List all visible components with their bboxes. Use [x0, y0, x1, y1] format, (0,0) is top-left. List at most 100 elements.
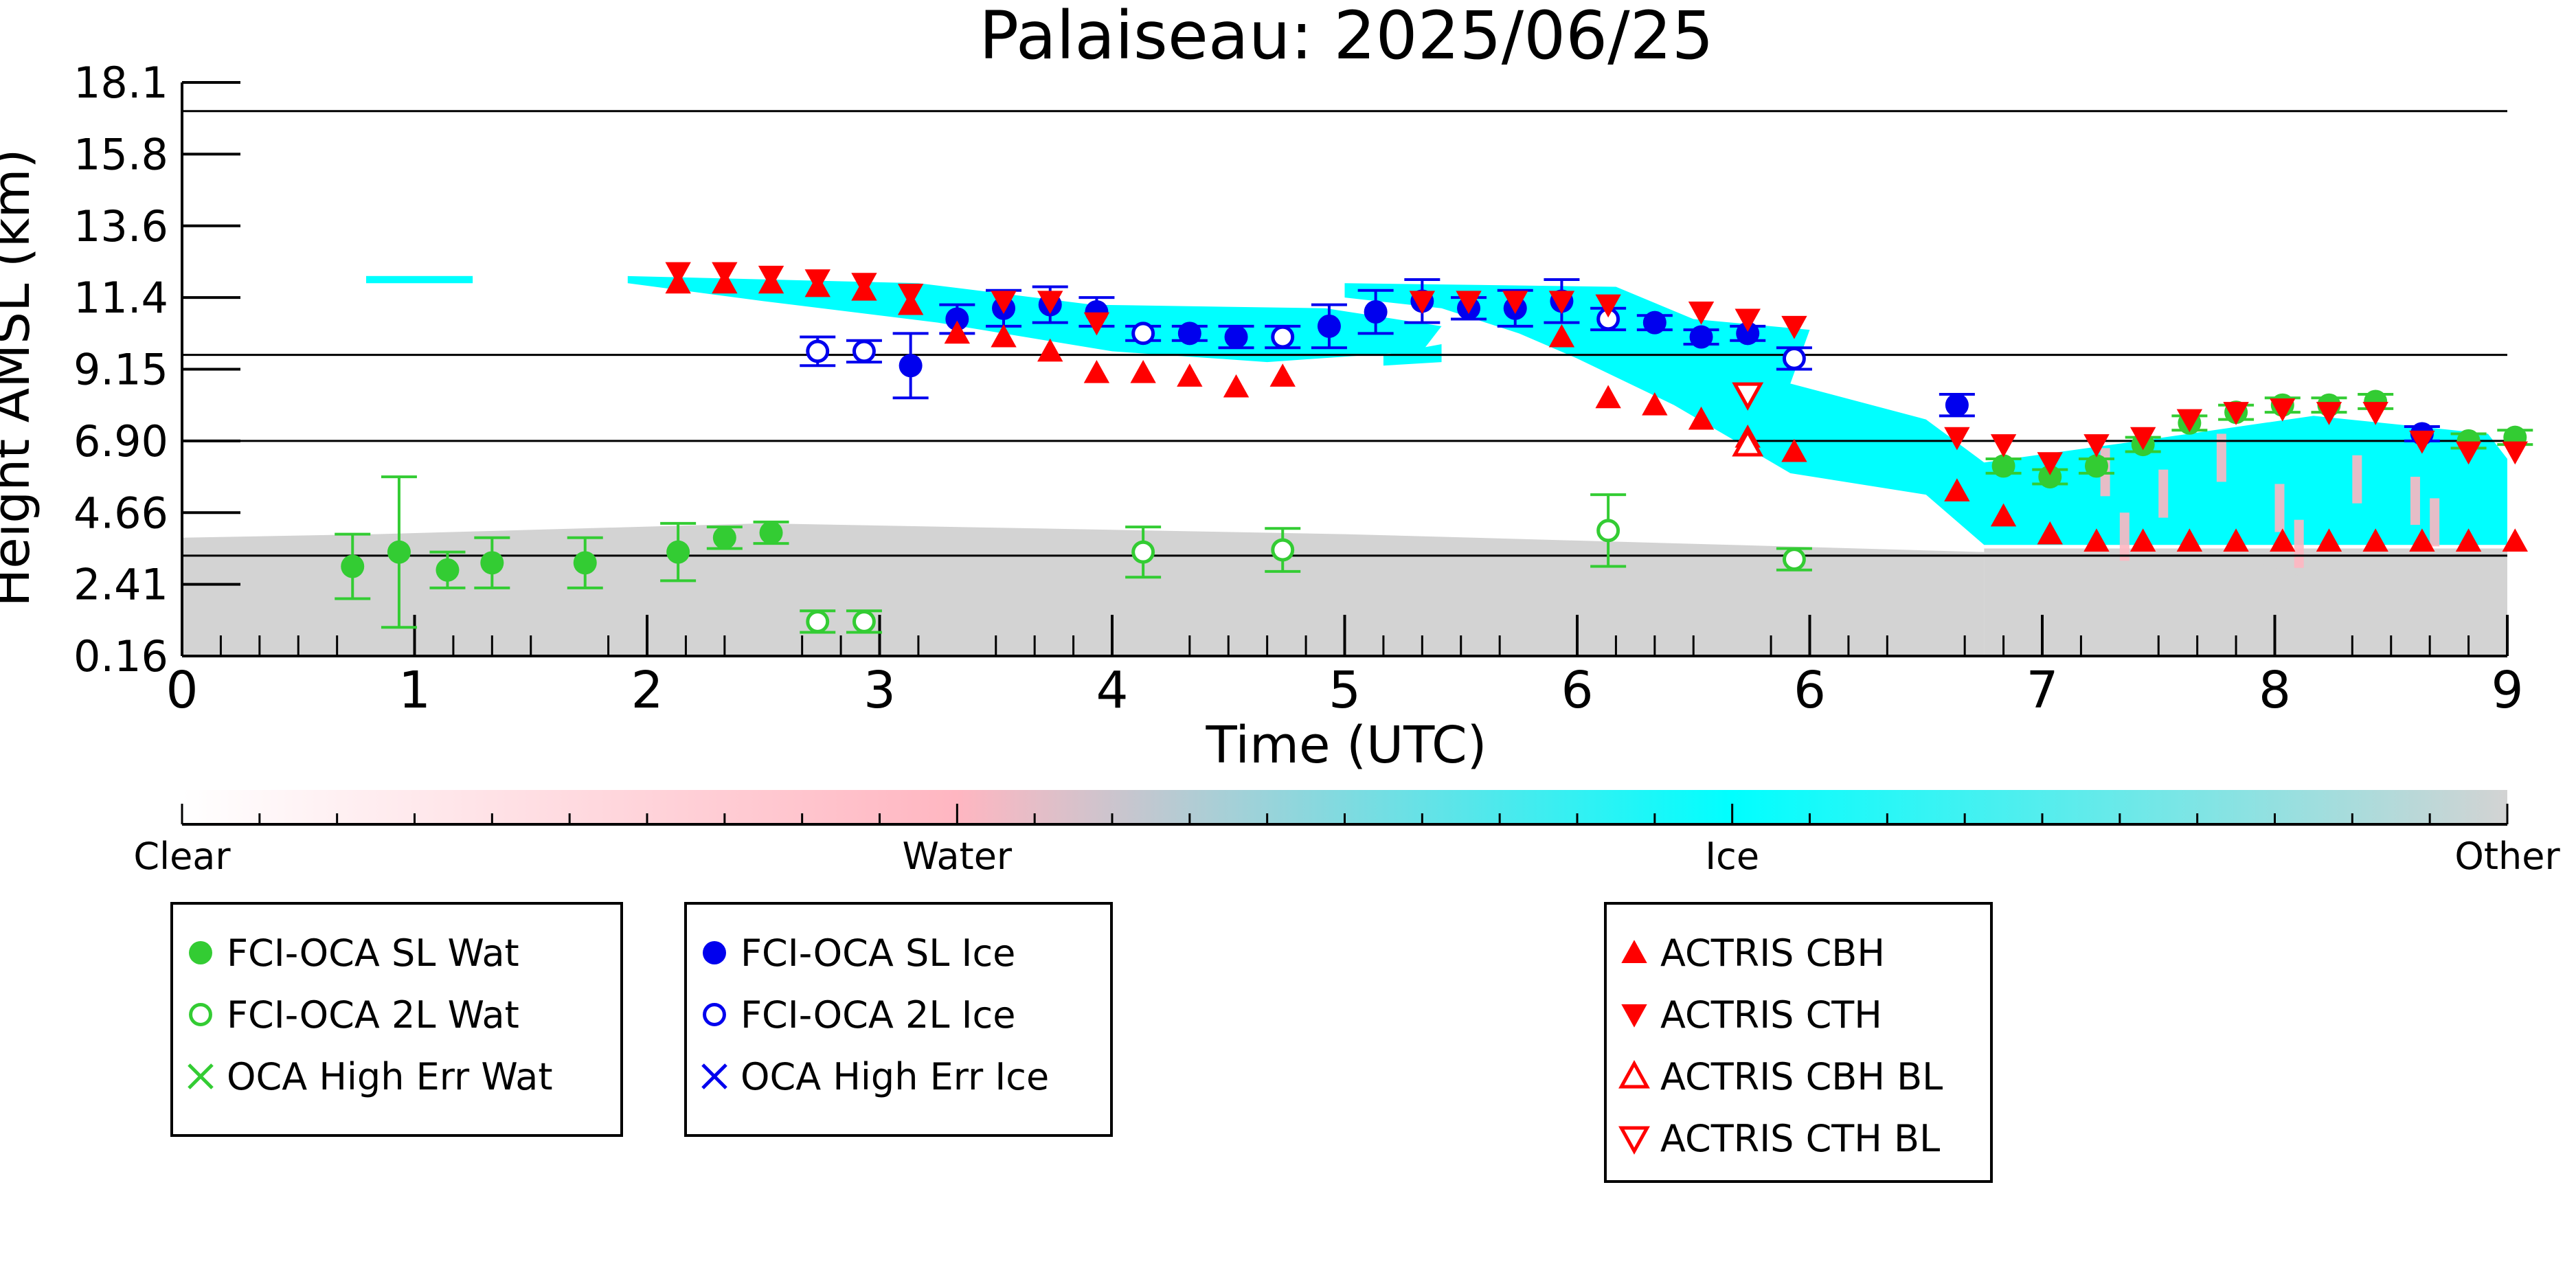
data-point: [1736, 321, 1760, 346]
other-region-band: [182, 523, 1985, 556]
data-point: [1732, 428, 1764, 457]
data-point: [806, 339, 830, 363]
data-point: [2129, 427, 2156, 451]
data-point: [2409, 430, 2435, 454]
data-point: [1945, 393, 1969, 417]
data-point: [1991, 454, 2015, 478]
reference-lines: [182, 110, 2507, 557]
data-point: [2083, 434, 2110, 457]
y-tick-label: 0.16: [74, 631, 168, 681]
data-point: [1688, 406, 1715, 430]
data-point: [899, 354, 923, 378]
data-point: [852, 339, 876, 363]
legend-label: FCI-OCA SL Ice: [741, 931, 1015, 975]
x-axis-title: Time (UTC): [1205, 716, 1487, 775]
data-point: [2129, 528, 2156, 552]
data-point: [1732, 382, 1764, 411]
legend-marker: [1621, 1004, 1647, 1028]
data-point: [1271, 538, 1295, 562]
data-point: [1990, 503, 2017, 527]
series-actris-cth: [665, 262, 2528, 475]
water-streak-4: [2274, 484, 2285, 532]
data-point: [2362, 402, 2388, 425]
data-point: [341, 554, 365, 578]
ice-region-thin: [365, 275, 473, 284]
data-point: [1990, 434, 2017, 457]
data-point: [2270, 528, 2296, 552]
legend-box-1: FCI-OCA SL Wat FCI-OCA 2L Wat OCA High Err…: [170, 902, 623, 1137]
y-tick-label: 18.1: [74, 58, 168, 108]
y-tick-label: 11.4: [74, 273, 168, 323]
series-markers: [335, 262, 2533, 634]
y-tick-label: 15.8: [74, 129, 168, 179]
data-point: [1456, 291, 1482, 315]
data-point: [2409, 528, 2435, 552]
data-point: [1781, 315, 1807, 339]
y-tick-label: 2.41: [74, 560, 168, 610]
data-point: [804, 269, 831, 293]
data-point: [1596, 519, 1620, 543]
series-fci-oca-2l-ice: [800, 306, 1812, 371]
water-streak-7: [2119, 512, 2129, 561]
data-point: [1944, 478, 1970, 501]
data-point: [759, 521, 783, 545]
colorbar: Clear Water Ice Other: [133, 790, 2560, 878]
legend-label: FCI-OCA SL Wat: [227, 931, 519, 975]
data-point: [945, 307, 969, 331]
legend-label: FCI-OCA 2L Wat: [227, 993, 519, 1037]
data-point: [2223, 402, 2249, 425]
data-point: [1735, 308, 1761, 332]
water-streak-6: [2430, 498, 2440, 547]
data-point: [2038, 465, 2062, 489]
data-point: [1223, 374, 1250, 398]
data-point: [1944, 427, 1970, 451]
data-point: [2223, 528, 2249, 552]
data-point: [1037, 291, 1063, 315]
legend-label: OCA High Err Ice: [741, 1055, 1049, 1098]
data-point: [1409, 291, 1436, 315]
water-streak-9: [2410, 477, 2420, 526]
other-region-right: [1984, 548, 2507, 656]
data-point: [991, 291, 1017, 315]
legend-marker: [703, 1003, 726, 1026]
data-point: [2455, 528, 2482, 552]
y-tick-label: 9.15: [74, 345, 168, 395]
legend-label: FCI-OCA 2L Ice: [741, 993, 1015, 1037]
data-point: [573, 551, 597, 575]
legend-frame: [1604, 902, 1993, 1183]
data-point: [991, 324, 1017, 348]
x-tick-label: 3: [863, 661, 896, 720]
data-point: [1177, 363, 1203, 387]
water-streak-8: [2294, 519, 2304, 568]
data-point: [2083, 528, 2110, 552]
data-point: [1130, 360, 1156, 383]
data-point: [1502, 291, 1528, 315]
y-axis-title: Height AMSL (km): [0, 148, 41, 607]
data-point: [2037, 452, 2063, 475]
x-tick-label: 6: [1561, 661, 1593, 720]
legend-frame: [684, 902, 1113, 1137]
data-point: [2176, 409, 2203, 433]
data-point: [1595, 385, 1621, 409]
legend-marker: [188, 1063, 214, 1089]
data-point: [1083, 312, 1110, 336]
data-point: [1317, 314, 1341, 338]
x-tick-label: 2: [631, 661, 663, 720]
series-actris-cbh-bl: [1732, 428, 1764, 457]
x-tick-label: 6: [1794, 661, 1826, 720]
data-point: [806, 609, 830, 633]
water-streak-2: [2158, 469, 2169, 518]
legend-marker: [189, 941, 212, 964]
data-point: [1131, 540, 1155, 564]
data-point: [1548, 324, 1575, 348]
data-point: [897, 283, 924, 307]
data-point: [2502, 441, 2528, 465]
data-point: [666, 540, 690, 564]
data-point: [1131, 321, 1155, 346]
data-point: [2084, 454, 2108, 478]
data-point: [1083, 360, 1110, 383]
legend-label: ACTRIS CTH BL: [1660, 1117, 1940, 1160]
legend-label: OCA High Err Wat: [227, 1055, 553, 1098]
y-tick-label: 6.90: [74, 416, 168, 466]
